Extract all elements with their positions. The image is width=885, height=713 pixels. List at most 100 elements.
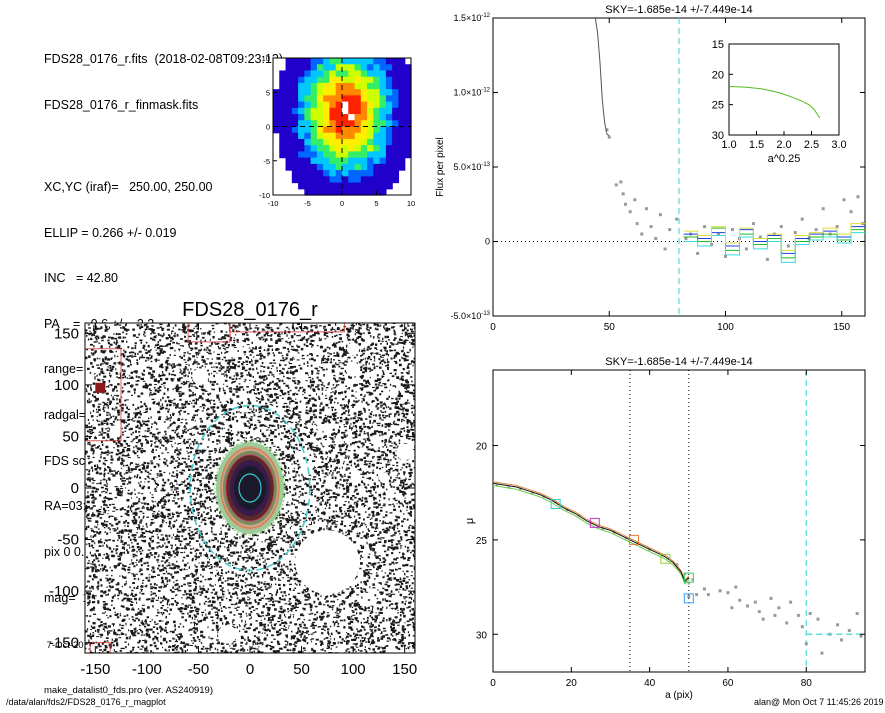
heatmap-cell bbox=[373, 101, 381, 109]
flux-point bbox=[654, 237, 658, 241]
heatmap-cell bbox=[335, 120, 343, 128]
heatmap-xtick-label: -5 bbox=[304, 199, 311, 208]
heatmap-cell bbox=[342, 145, 349, 153]
heatmap-cell bbox=[304, 145, 312, 153]
heatmap-cell bbox=[291, 151, 299, 159]
heatmap-cell bbox=[385, 120, 393, 128]
heatmap-cell bbox=[360, 170, 368, 177]
heatmap-cell bbox=[348, 95, 356, 103]
heatmap-cell bbox=[310, 107, 318, 115]
heatmap-cell bbox=[316, 120, 324, 128]
heatmap-cell bbox=[342, 188, 349, 196]
flux-title: SKY=-1.685e-14 +/-7.449e-14 bbox=[605, 4, 752, 16]
heatmap-cell bbox=[329, 107, 337, 115]
heatmap-cell bbox=[385, 101, 393, 109]
image-xtick-label: 100 bbox=[341, 661, 366, 678]
inset-frame bbox=[728, 43, 840, 136]
heatmap-cell bbox=[354, 163, 362, 171]
heatmap-cell bbox=[335, 151, 343, 159]
heatmap-cell bbox=[323, 64, 331, 72]
heatmap-cell bbox=[298, 151, 305, 159]
heatmap-cell bbox=[398, 64, 406, 72]
heatmap-cell bbox=[373, 82, 381, 90]
heatmap-cell bbox=[291, 107, 299, 115]
heatmap-cell bbox=[285, 157, 293, 165]
heatmap-cell bbox=[360, 70, 368, 78]
heatmap-cell bbox=[323, 132, 331, 140]
heatmap-cell bbox=[379, 188, 387, 196]
heatmap-cell bbox=[354, 157, 362, 165]
heatmap-cell bbox=[398, 101, 406, 109]
heatmap-cell bbox=[285, 163, 293, 171]
heatmap-cell bbox=[310, 157, 318, 165]
heatmap-cell bbox=[398, 70, 406, 78]
heatmap-cell bbox=[367, 182, 374, 190]
flux-point bbox=[668, 228, 672, 232]
heatmap-cell bbox=[398, 120, 406, 128]
heatmap-cell bbox=[392, 64, 400, 72]
heatmap-cell bbox=[329, 151, 337, 159]
heatmap-cell bbox=[392, 58, 400, 65]
heatmap-cell bbox=[379, 157, 387, 165]
mask-circle bbox=[218, 625, 237, 644]
heatmap-cell bbox=[360, 82, 368, 90]
heatmap-cell bbox=[291, 95, 299, 103]
flux-point bbox=[696, 251, 700, 255]
heatmap-cell bbox=[285, 107, 293, 115]
heatmap-cell bbox=[398, 138, 406, 146]
heatmap-cell bbox=[385, 114, 393, 121]
heatmap-cell bbox=[298, 170, 305, 177]
inset-ytick-label: 25 bbox=[712, 100, 724, 112]
mu-marker bbox=[660, 553, 671, 564]
heatmap-cell bbox=[373, 107, 381, 115]
mu-point bbox=[761, 617, 765, 621]
flux-xtick-label: 50 bbox=[604, 322, 616, 333]
heatmap-cell bbox=[310, 163, 318, 171]
heatmap-cell bbox=[348, 120, 356, 128]
flux-point bbox=[856, 195, 860, 199]
image-xtick-label: -150 bbox=[80, 661, 110, 678]
flux-point bbox=[675, 217, 679, 221]
image-clip-group bbox=[85, 323, 415, 653]
flux-ytick-exponent: -12 bbox=[481, 88, 490, 94]
heatmap-cell bbox=[360, 138, 368, 146]
galaxy-outer-isophote bbox=[214, 440, 286, 536]
heatmap-cell bbox=[342, 70, 349, 78]
info-program: make_datalist0_fds.pro (ver. AS240919) bbox=[44, 684, 213, 696]
mu-point bbox=[687, 595, 691, 598]
mu-marker bbox=[589, 517, 600, 528]
heatmap-cell bbox=[348, 82, 356, 90]
heatmap-cell bbox=[310, 188, 318, 196]
heatmap-cell bbox=[348, 114, 356, 121]
image-ytick-label: -150 bbox=[49, 635, 79, 652]
heatmap-cell bbox=[354, 107, 362, 115]
heatmap-cell bbox=[385, 157, 393, 165]
heatmap-cell bbox=[367, 76, 374, 84]
heatmap-cell bbox=[279, 76, 287, 84]
heatmap-cell bbox=[360, 101, 368, 109]
heatmap-cell bbox=[348, 58, 356, 65]
heatmap-cell bbox=[392, 101, 400, 109]
flux-ytick-mantissa: 1.0×10 bbox=[454, 88, 482, 98]
heatmap-cell bbox=[291, 70, 299, 78]
mask-circle bbox=[346, 342, 360, 355]
heatmap-cell bbox=[335, 82, 343, 90]
heatmap-cell bbox=[323, 157, 331, 165]
mu-point bbox=[726, 591, 730, 595]
heatmap-cell bbox=[385, 64, 393, 72]
heatmap-cell bbox=[291, 82, 299, 90]
heatmap-cell bbox=[360, 76, 368, 84]
heatmap-cell bbox=[291, 58, 299, 65]
inset-panel: 1.0 1.5 2.0 2.5 3.0 15 20 25 30 a^0.25 bbox=[712, 39, 847, 165]
mu-xlabel: a (pix) bbox=[665, 690, 693, 701]
heatmap-cell bbox=[310, 101, 318, 109]
heatmap-cell bbox=[335, 107, 343, 115]
inset-xtick-label: 2.0 bbox=[776, 139, 791, 151]
heatmap-cell bbox=[310, 89, 318, 96]
image-xtick-label: 50 bbox=[293, 661, 310, 678]
mu-ylabel: μ bbox=[464, 518, 476, 524]
mask-circle bbox=[345, 362, 361, 377]
heatmap-cell bbox=[316, 101, 324, 109]
heatmap-cell bbox=[304, 70, 312, 78]
mu-profile-point bbox=[554, 500, 557, 504]
